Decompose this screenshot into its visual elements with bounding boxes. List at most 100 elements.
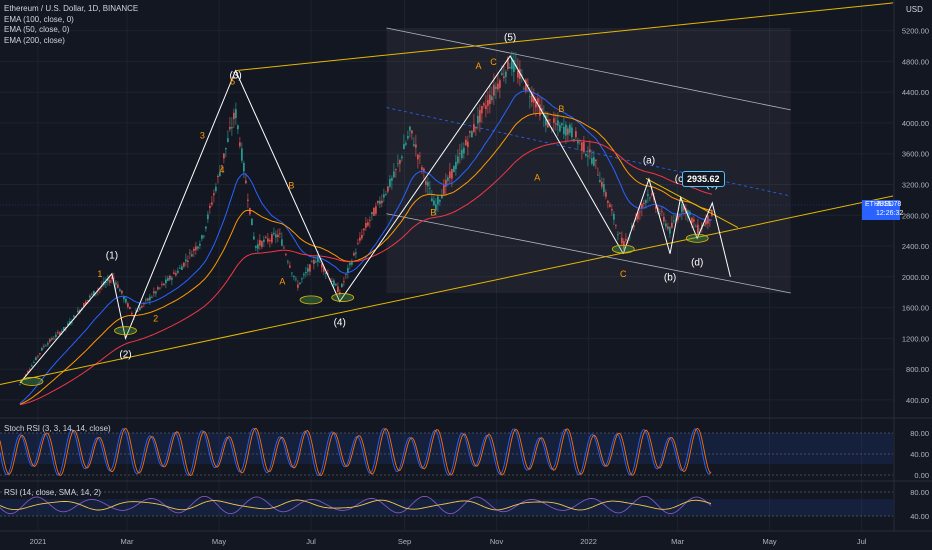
candle-body [673, 220, 675, 222]
channel-top-line [386, 27, 791, 111]
candle-body [303, 274, 305, 276]
time-tick-label: Mar [121, 537, 134, 546]
candle-body [421, 167, 423, 170]
candle-body [219, 172, 221, 177]
candle-body [641, 203, 643, 209]
candle-body [249, 207, 251, 215]
candle-body [563, 126, 565, 135]
candle-body [605, 192, 607, 197]
candle-body [297, 284, 299, 288]
candle-body [293, 275, 295, 278]
symbol-label: ETHUSD [865, 201, 894, 208]
candle-body [569, 124, 571, 133]
candle-body [681, 204, 683, 213]
candle-body [65, 327, 67, 328]
candle-body [417, 154, 419, 160]
price-tick-label: 2400.00 [902, 242, 929, 251]
candle-body [257, 244, 259, 249]
candle-body [243, 162, 245, 172]
candle-body [151, 296, 153, 298]
candle-body [469, 131, 471, 133]
trend-lines [0, 2, 894, 386]
candle-body [527, 84, 529, 87]
candle-body [387, 186, 389, 192]
candle-body [571, 127, 573, 138]
candle-body [591, 158, 593, 164]
ema-50-line [19, 90, 712, 404]
candle-body [603, 184, 605, 193]
drawings [0, 27, 893, 294]
candle-body [475, 127, 477, 129]
osc-tick-label: 0.00 [914, 471, 929, 480]
support-trendline [0, 195, 894, 386]
candle-body [187, 260, 189, 262]
low-marker [20, 377, 44, 386]
candle-body [581, 142, 583, 151]
candle-body [447, 177, 449, 181]
time-tick-label: Jul [857, 537, 867, 546]
candle-body [77, 310, 79, 313]
candle-body [595, 159, 597, 161]
candle-body [559, 124, 561, 132]
candle-body [57, 332, 59, 334]
candle-body [289, 265, 291, 268]
candle-body [599, 180, 601, 183]
wave-label: (a) [643, 156, 655, 167]
candle-body [619, 232, 621, 234]
wave-label: A [279, 277, 285, 287]
candle-body [413, 144, 415, 146]
candle-body [499, 80, 501, 88]
candle-body [231, 127, 233, 129]
current-price-tag[interactable]: ETHUSD [862, 200, 900, 220]
candle-body [267, 238, 269, 242]
wave-label: 3 [200, 130, 205, 140]
candle-body [315, 261, 317, 263]
candle-body [193, 248, 195, 251]
candle-body [377, 200, 379, 203]
candle-body [427, 182, 429, 187]
candle-body [263, 239, 265, 242]
axes: 5200.004800.004400.004000.003600.003200.… [30, 27, 929, 546]
candle-body [615, 224, 617, 226]
candle-body [621, 237, 623, 244]
candle-body [191, 254, 193, 257]
candle-body [575, 131, 577, 138]
candle-body [663, 216, 665, 222]
candle-body [567, 128, 569, 135]
wave-label: C [620, 269, 627, 279]
candle-body [541, 107, 543, 112]
candle-body [155, 291, 157, 294]
candle-body [423, 168, 425, 172]
candle-body [343, 281, 345, 283]
candle-body [645, 200, 647, 203]
price-unit: USD [906, 5, 923, 14]
candle-body [683, 205, 685, 211]
candle-body [229, 126, 231, 130]
candle-body [607, 200, 609, 203]
candle-body [639, 211, 641, 213]
candle-body [67, 323, 69, 326]
candle-body [481, 105, 483, 114]
candle-body [533, 96, 535, 103]
candle-body [363, 228, 365, 231]
wave-labels: (1)(2)(3)(4)(5)(a)(b)(c)(d)(e)12345ABABC… [97, 33, 718, 361]
candle-body [93, 291, 95, 297]
wave-label: A [534, 173, 540, 183]
candle-body [339, 292, 341, 295]
candle-body [223, 153, 225, 159]
candle-body [523, 88, 525, 90]
candle-body [41, 348, 43, 351]
price-callout[interactable]: 2935.62 [682, 171, 725, 187]
candle-body [147, 298, 149, 301]
candle-body [465, 139, 467, 146]
candle-body [525, 79, 527, 92]
candle-body [39, 353, 41, 354]
time-tick-label: 2022 [580, 537, 597, 546]
candle-body [19, 384, 21, 386]
price-tick-label: 4400.00 [902, 88, 929, 97]
candle-body [203, 235, 205, 237]
candle-body [455, 161, 457, 170]
candle-body [393, 171, 395, 178]
candle-body [255, 245, 257, 248]
candle-body [171, 277, 173, 280]
